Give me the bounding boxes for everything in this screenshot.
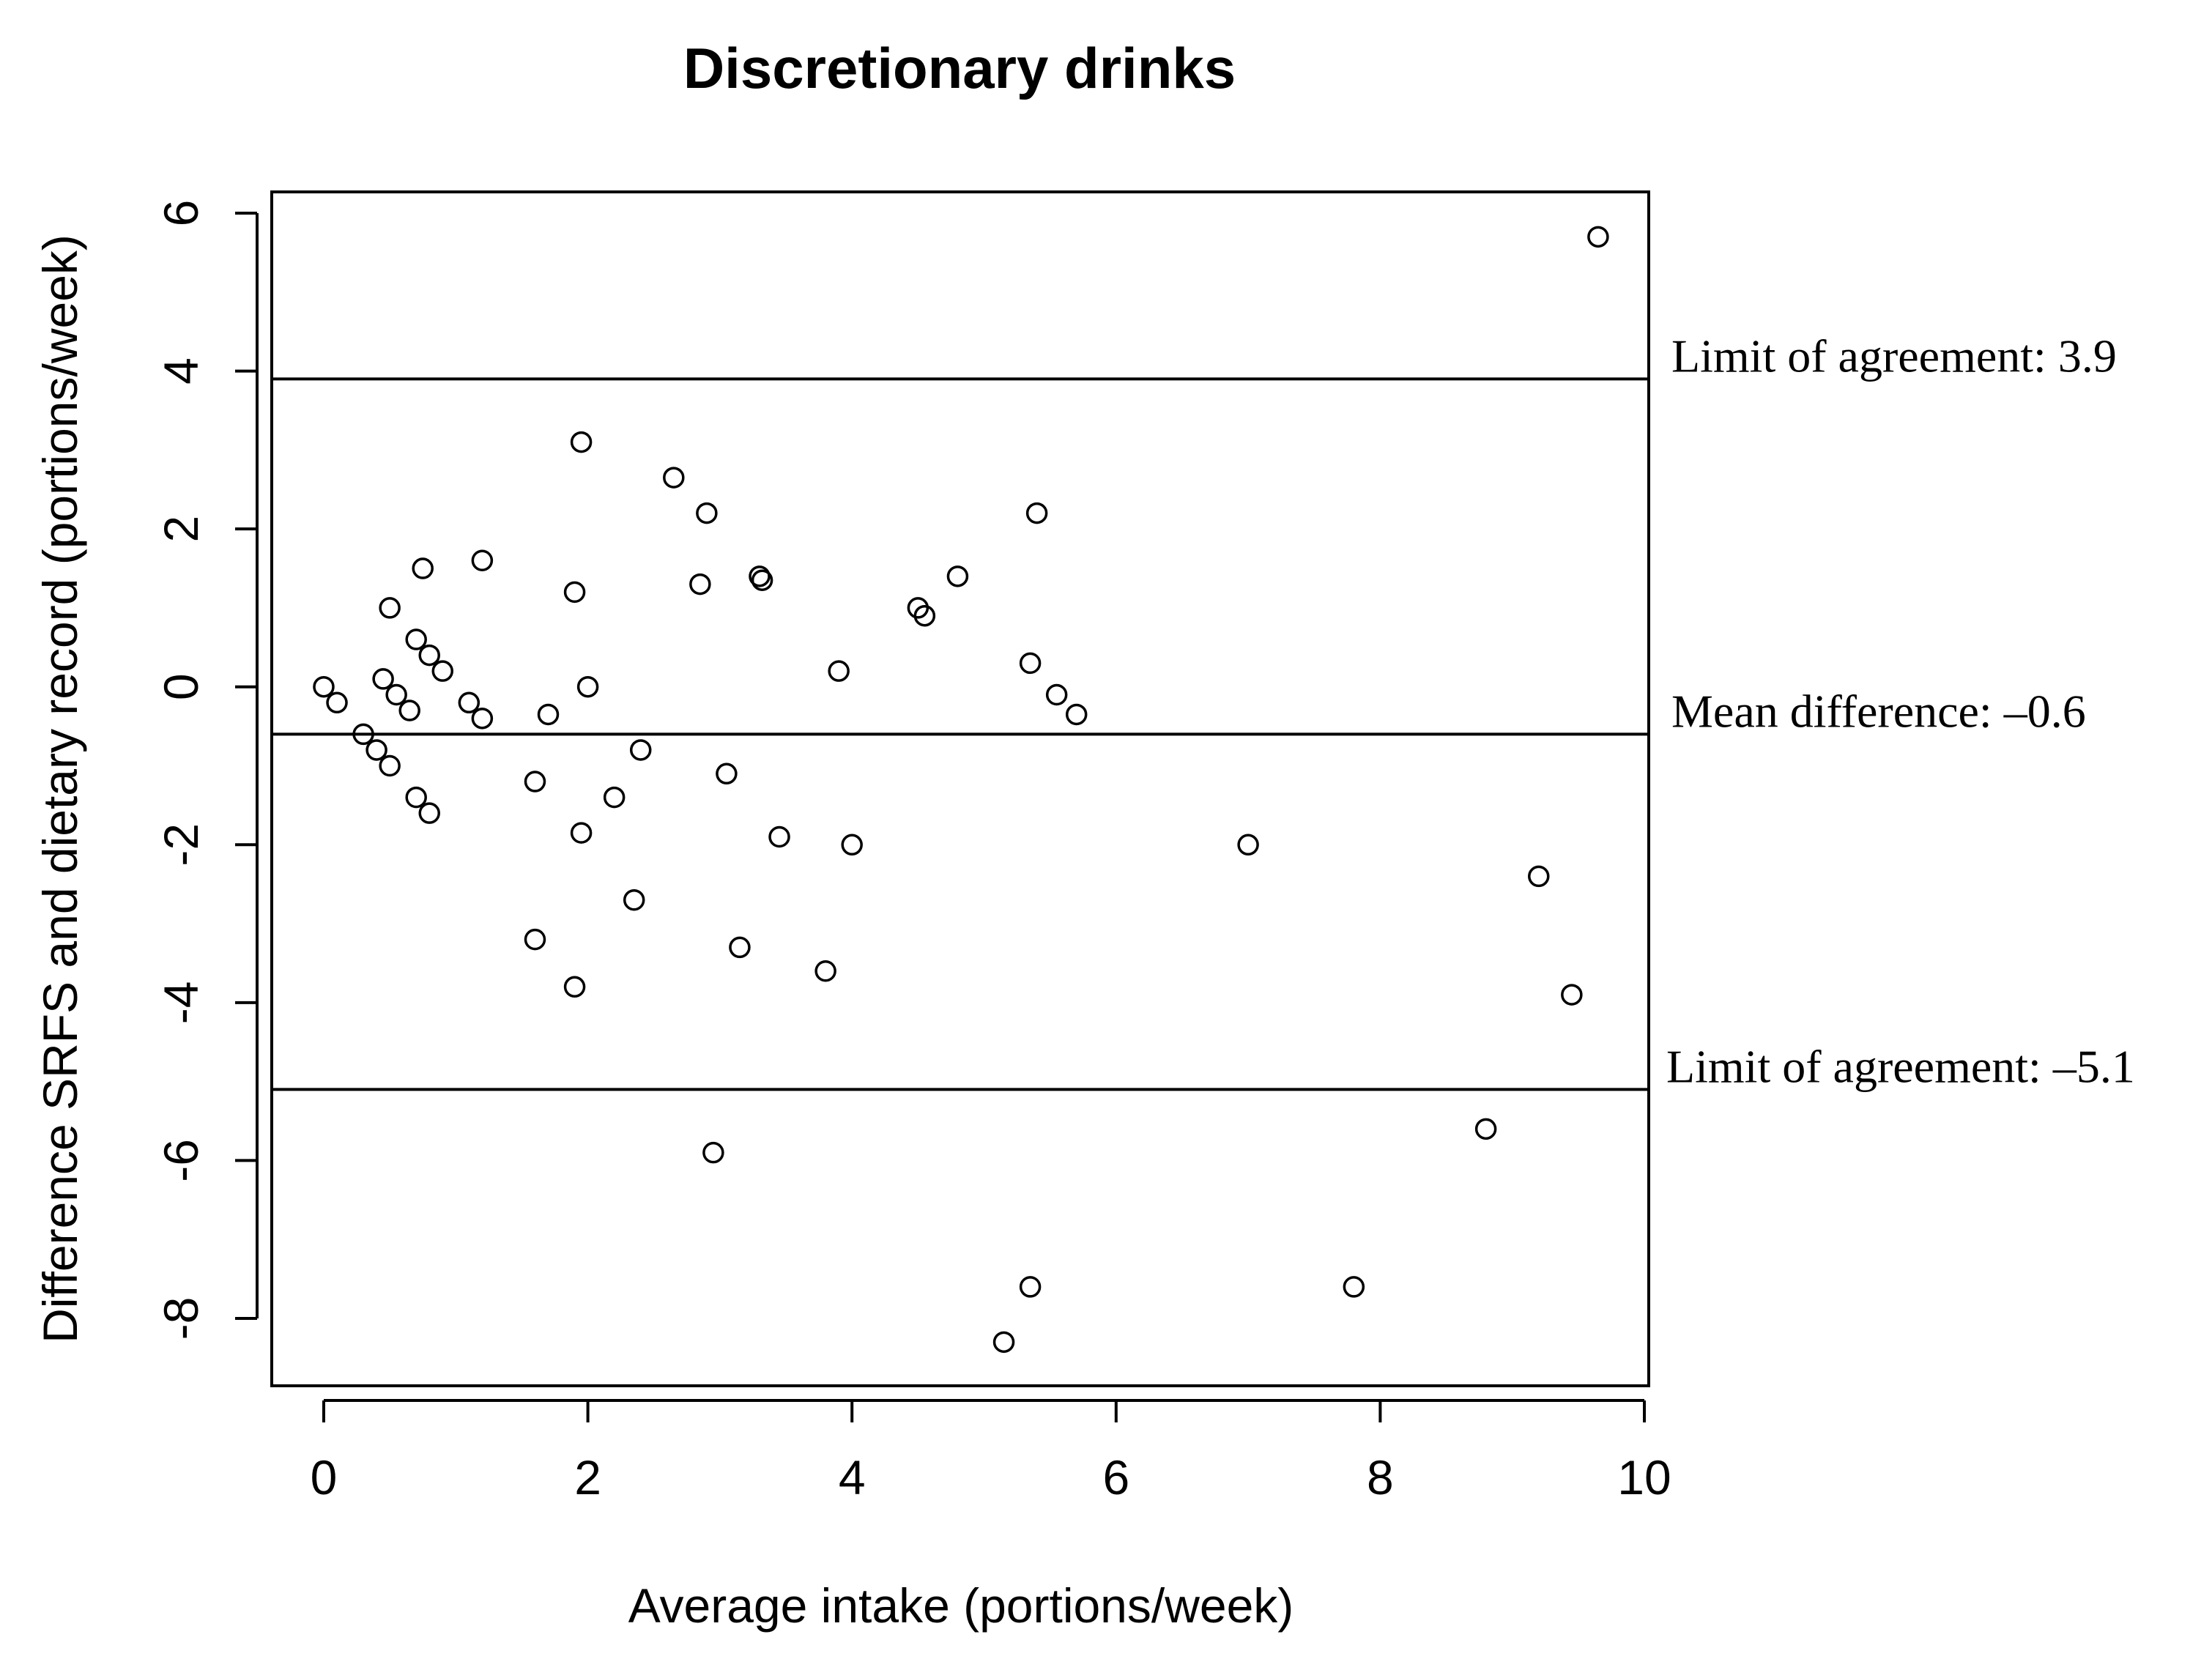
x-tick-label: 10 (1617, 1450, 1671, 1504)
data-point (729, 936, 751, 959)
data-point (1065, 703, 1088, 726)
data-point (326, 691, 348, 714)
data-point (913, 604, 936, 627)
y-tick-label: 4 (154, 357, 208, 385)
data-point (398, 699, 420, 721)
data-point (365, 739, 387, 761)
data-point (412, 557, 434, 579)
x-tick-label: 8 (1367, 1450, 1394, 1504)
data-point (431, 660, 454, 682)
data-point (1237, 834, 1259, 856)
x-tick-label: 0 (311, 1450, 338, 1504)
data-point (563, 581, 586, 604)
y-tick-label: -2 (154, 823, 208, 866)
x-tick-label: 2 (574, 1450, 601, 1504)
data-point (563, 976, 586, 998)
data-point (716, 762, 738, 785)
data-point (946, 565, 969, 587)
data-point (405, 628, 427, 650)
data-points (313, 226, 1609, 1354)
data-point (1528, 865, 1550, 888)
data-point (814, 960, 836, 982)
data-point (623, 888, 645, 911)
data-point (603, 786, 626, 809)
data-point (768, 825, 790, 848)
data-point (524, 771, 546, 793)
data-point (537, 703, 560, 726)
y-tick-label: 0 (154, 673, 208, 700)
data-point (405, 786, 427, 809)
y-tick-label: -8 (154, 1297, 208, 1340)
data-point (749, 565, 771, 587)
data-point (576, 675, 599, 698)
chart-title: Discretionary drinks (683, 36, 1236, 100)
data-point (1474, 1118, 1497, 1140)
x-tick-label: 6 (1102, 1450, 1129, 1504)
reference-labels: Limit of agreement: 3.9 Mean difference: … (1666, 330, 2135, 1092)
y-tick-label: 2 (154, 516, 208, 543)
data-point (828, 660, 850, 682)
x-axis-label: Average intake (portions/week) (628, 1578, 1294, 1633)
data-point (1019, 652, 1042, 675)
plot-frame (270, 190, 1650, 1387)
data-point (1045, 683, 1068, 706)
data-point (418, 802, 440, 824)
data-point (629, 739, 652, 761)
data-point (471, 708, 494, 730)
y-tick-label: -4 (154, 981, 208, 1025)
lower-limit-label: Limit of agreement: –5.1 (1666, 1040, 2135, 1092)
data-point (379, 754, 401, 777)
x-tick-label: 4 (839, 1450, 866, 1504)
data-point (702, 1141, 724, 1164)
data-point (696, 502, 718, 524)
y-axis-label: Difference SRFS and dietary record (port… (33, 234, 87, 1343)
data-point (471, 549, 494, 572)
reference-lines (272, 377, 1649, 1091)
data-point (570, 431, 593, 453)
data-point (663, 467, 685, 489)
y-tick-label: 6 (154, 200, 208, 227)
data-point (379, 597, 401, 619)
data-point (689, 573, 711, 595)
data-point (992, 1331, 1015, 1354)
data-point (458, 691, 480, 714)
y-axis: -8 -6 -4 -2 0 2 4 6 (154, 200, 259, 1340)
data-point (1025, 502, 1048, 524)
data-point (524, 928, 546, 951)
data-point (352, 723, 374, 746)
data-point (1587, 226, 1609, 248)
data-point (1343, 1276, 1365, 1298)
data-point (841, 834, 863, 856)
data-point (751, 569, 773, 591)
data-point (1561, 984, 1583, 1006)
x-axis: 0 2 4 6 8 10 (311, 1399, 1671, 1504)
data-point (372, 668, 394, 690)
data-point (385, 683, 407, 706)
data-point (313, 675, 335, 698)
data-point (570, 822, 593, 844)
y-tick-label: -6 (154, 1139, 208, 1182)
upper-limit-label: Limit of agreement: 3.9 (1671, 330, 2117, 382)
data-point (1019, 1276, 1042, 1298)
data-point (418, 644, 440, 667)
mean-difference-label: Mean difference: –0.6 (1671, 685, 2086, 737)
